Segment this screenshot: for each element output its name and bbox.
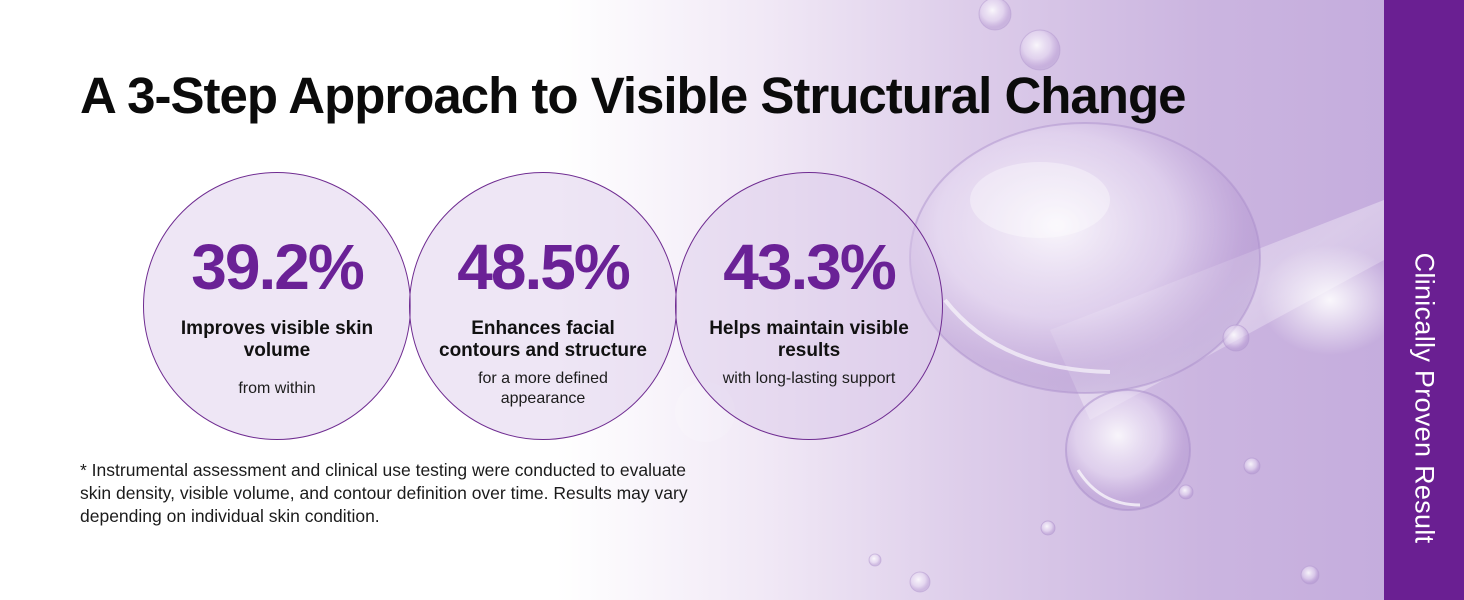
stat-subtitle: with long-lasting support <box>722 370 896 387</box>
stat-title: Helps maintain visible results <box>709 318 909 361</box>
stat-circle-volume: 39.2% Improves visible skin volume from … <box>143 172 411 440</box>
disclaimer-footnote: * Instrumental assessment and clinical u… <box>80 460 688 526</box>
stat-title: Improves visible skin volume <box>180 318 374 361</box>
stat-value: 48.5% <box>457 231 630 303</box>
stat-subtitle: from within <box>238 380 316 397</box>
stat-circle-results: 43.3% Helps maintain visible results wit… <box>675 172 943 440</box>
stat-value: 39.2% <box>191 231 364 303</box>
stat-circle-contours: 48.5% Enhances facial contours and struc… <box>409 172 677 440</box>
stat-value: 43.3% <box>723 231 896 303</box>
side-label-text: Clinically Proven Result <box>1409 252 1440 544</box>
headline: A 3-Step Approach to Visible Structural … <box>80 67 1186 124</box>
side-label-tab: Clinically Proven Result <box>1384 0 1464 600</box>
stat-title: Enhances facial contours and structure <box>439 318 647 361</box>
stat-subtitle: for a more defined appearance <box>478 370 608 407</box>
